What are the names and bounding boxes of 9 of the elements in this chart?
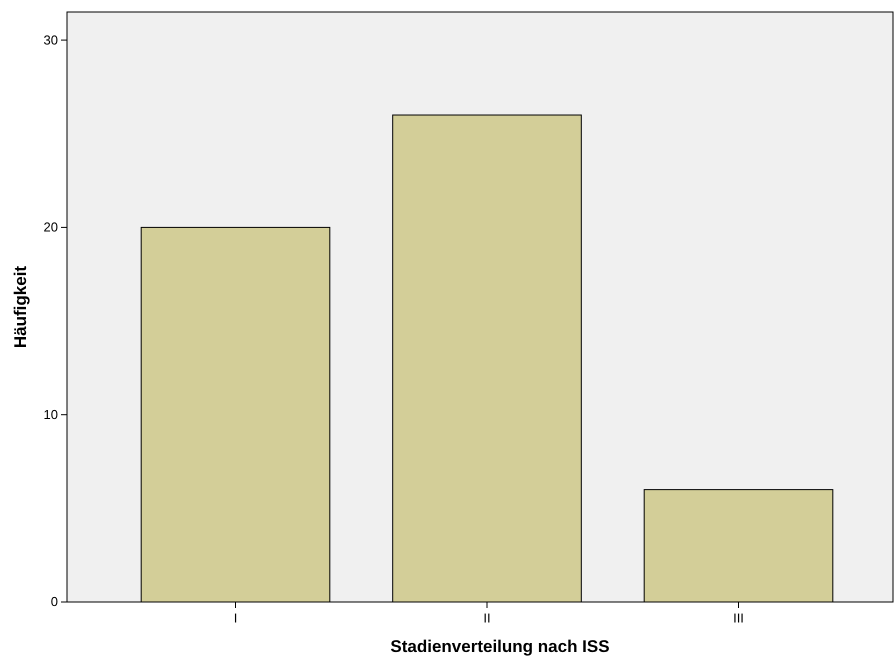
x-tick-label: I [234, 610, 238, 626]
y-tick-label: 0 [50, 594, 58, 610]
x-axis-title: Stadienverteilung nach ISS [390, 637, 610, 656]
x-tick-label: III [733, 610, 744, 626]
y-tick-label: 10 [44, 406, 58, 422]
y-tick-label: 30 [44, 32, 58, 48]
x-tick-label: II [483, 610, 491, 626]
y-tick-label: 20 [44, 220, 58, 235]
y-axis-title: Häufigkeit [11, 266, 30, 348]
